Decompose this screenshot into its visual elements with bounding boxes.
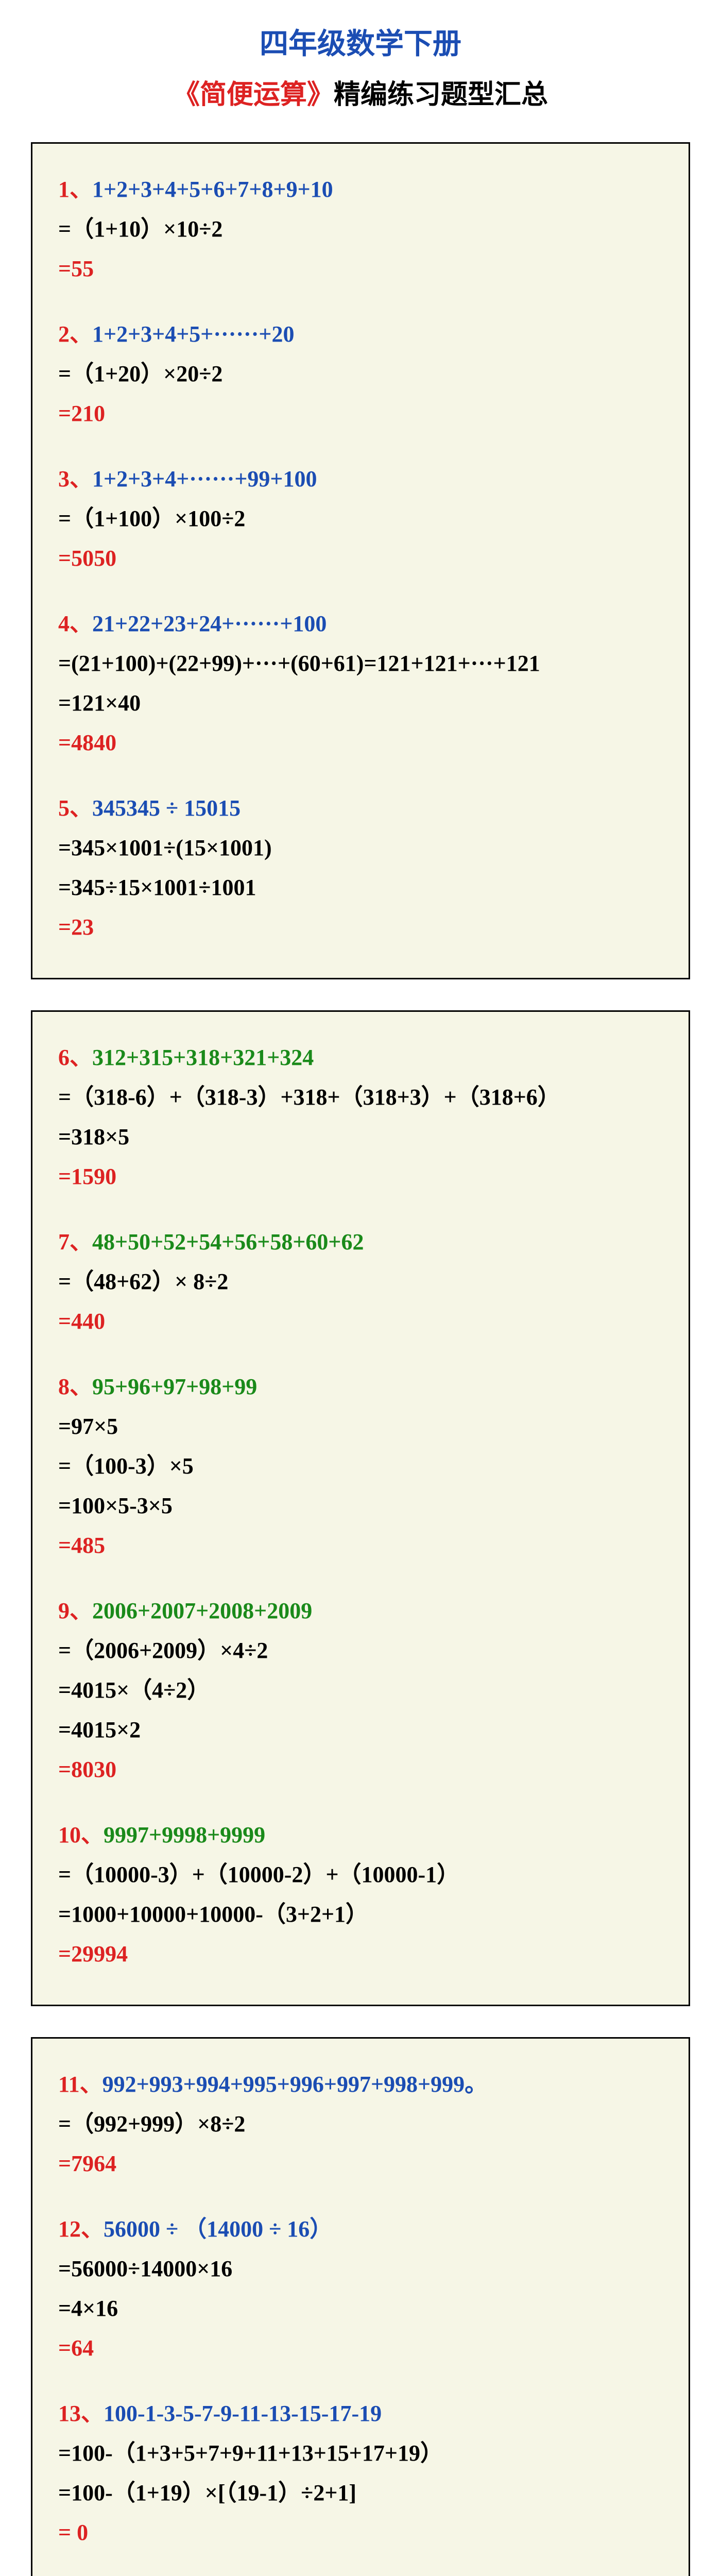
work-step: =（992+999）×8÷2 [58, 2104, 663, 2144]
work-step: =345÷15×1001÷1001 [58, 868, 663, 907]
problem-number: 1、 [58, 177, 92, 202]
problem-number: 3、 [58, 466, 92, 492]
work-step: =318×5 [58, 1117, 663, 1157]
answer: =440 [58, 1301, 663, 1341]
work-step: =（2006+2009）×4÷2 [58, 1631, 663, 1670]
problem-expression: 21+22+23+24+······+100 [92, 611, 327, 636]
problem-expression: 1+2+3+4+······+99+100 [92, 466, 317, 492]
problem-header: 10、9997+9998+9999 [58, 1815, 663, 1855]
problem-header: 12、56000 ÷ （14000 ÷ 16） [58, 2209, 663, 2249]
problem-header: 11、992+993+994+995+996+997+998+999。 [58, 2064, 663, 2104]
problem: 1、1+2+3+4+5+6+7+8+9+10=（1+10）×10÷2=55 [58, 170, 663, 289]
work-step: =100×5-3×5 [58, 1486, 663, 1526]
work-step: =97×5 [58, 1406, 663, 1446]
problem: 7、48+50+52+54+56+58+60+62=（48+62）× 8÷2=4… [58, 1222, 663, 1341]
problem-expression: 992+993+994+995+996+997+998+999。 [102, 2072, 488, 2097]
work-step: =（318-6）+（318-3）+318+（318+3）+（318+6） [58, 1077, 663, 1117]
work-step: =56000÷14000×16 [58, 2249, 663, 2289]
problem-header: 9、2006+2007+2008+2009 [58, 1591, 663, 1631]
problem: 9、2006+2007+2008+2009=（2006+2009）×4÷2=40… [58, 1591, 663, 1789]
problem: 6、312+315+318+321+324=（318-6）+（318-3）+31… [58, 1038, 663, 1196]
problem-expression: 345345 ÷ 15015 [92, 795, 241, 821]
work-step: =（1+20）×20÷2 [58, 354, 663, 394]
answer: =29994 [58, 1934, 663, 1974]
work-step: =4×16 [58, 2289, 663, 2328]
answer: =1590 [58, 1157, 663, 1196]
answer: =64 [58, 2328, 663, 2368]
problem: 8、95+96+97+98+99=97×5=（100-3）×5=100×5-3×… [58, 1367, 663, 1565]
problem-header: 1、1+2+3+4+5+6+7+8+9+10 [58, 170, 663, 209]
problem: 10、9997+9998+9999=（10000-3）+（10000-2）+（1… [58, 1815, 663, 1974]
document-header: 四年级数学下册 《简便运算》精编练习题型汇总 [0, 0, 721, 127]
answer: =7964 [58, 2144, 663, 2183]
problem-number: 10、 [58, 1822, 104, 1848]
answer: =55 [58, 249, 663, 289]
work-step: =345×1001÷(15×1001) [58, 828, 663, 868]
work-step: =(21+100)+(22+99)+···+(60+61)=121+121+··… [58, 643, 663, 683]
work-step: =100-（1+19）×[（19-1）÷2+1] [58, 2473, 663, 2513]
title-line2: 《简便运算》精编练习题型汇总 [0, 73, 721, 111]
problem-expression: 2006+2007+2008+2009 [92, 1598, 312, 1623]
work-step: =（100-3）×5 [58, 1446, 663, 1486]
work-step: =100-（1+3+5+7+9+11+13+15+17+19） [58, 2433, 663, 2473]
work-step: =（1+10）×10÷2 [58, 209, 663, 249]
problem-header: 3、1+2+3+4+······+99+100 [58, 459, 663, 499]
work-step: =4015×（4÷2） [58, 1670, 663, 1710]
problem-number: 11、 [58, 2072, 102, 2097]
work-step: =（10000-3）+（10000-2）+（10000-1） [58, 1855, 663, 1894]
problem-header: 7、48+50+52+54+56+58+60+62 [58, 1222, 663, 1262]
problem-panel: 6、312+315+318+321+324=（318-6）+（318-3）+31… [31, 1010, 690, 2006]
answer: =485 [58, 1526, 663, 1565]
problem-number: 2、 [58, 321, 92, 347]
problem: 11、992+993+994+995+996+997+998+999。=（992… [58, 2064, 663, 2183]
problem-number: 13、 [58, 2401, 104, 2426]
problem-number: 5、 [58, 795, 92, 821]
problem-number: 9、 [58, 1598, 92, 1623]
work-step: =4015×2 [58, 1710, 663, 1750]
problem-header: 4、21+22+23+24+······+100 [58, 604, 663, 643]
problem-header: 13、100-1-3-5-7-9-11-13-15-17-19 [58, 2394, 663, 2433]
work-step: =1000+10000+10000-（3+2+1） [58, 1894, 663, 1934]
problem-expression: 9997+9998+9999 [104, 1822, 265, 1848]
problem-number: 7、 [58, 1229, 92, 1255]
answer: =23 [58, 907, 663, 947]
problem-expression: 312+315+318+321+324 [92, 1045, 314, 1070]
answer: =5050 [58, 538, 663, 578]
problem-number: 8、 [58, 1374, 92, 1399]
answer: =8030 [58, 1750, 663, 1789]
problem-number: 12、 [58, 2216, 104, 2242]
problem-header: 8、95+96+97+98+99 [58, 1367, 663, 1406]
problem-expression: 95+96+97+98+99 [92, 1374, 257, 1399]
problem-header: 6、312+315+318+321+324 [58, 1038, 663, 1077]
problem-panel: 11、992+993+994+995+996+997+998+999。=（992… [31, 2037, 690, 2576]
work-step: =（1+100）×100÷2 [58, 499, 663, 538]
problem: 3、1+2+3+4+······+99+100=（1+100）×100÷2=50… [58, 459, 663, 578]
title-black: 精编练习题型汇总 [334, 80, 548, 110]
problem-panel: 1、1+2+3+4+5+6+7+8+9+10=（1+10）×10÷2=552、1… [31, 142, 690, 979]
problem: 13、100-1-3-5-7-9-11-13-15-17-19=100-（1+3… [58, 2394, 663, 2552]
problem-header: 2、1+2+3+4+5+······+20 [58, 314, 663, 354]
problem: 12、56000 ÷ （14000 ÷ 16）=56000÷14000×16=4… [58, 2209, 663, 2368]
problem-header: 5、345345 ÷ 15015 [58, 788, 663, 828]
problem-expression: 1+2+3+4+5+6+7+8+9+10 [92, 177, 333, 202]
problem-expression: 1+2+3+4+5+······+20 [92, 321, 294, 347]
problem: 5、345345 ÷ 15015=345×1001÷(15×1001)=345÷… [58, 788, 663, 947]
problem-number: 4、 [58, 611, 92, 636]
problem: 2、1+2+3+4+5+······+20=（1+20）×20÷2=210 [58, 314, 663, 433]
problem: 4、21+22+23+24+······+100=(21+100)+(22+99… [58, 604, 663, 762]
title-line1: 四年级数学下册 [0, 21, 721, 62]
title-red: 《简便运算》 [173, 80, 334, 110]
work-step: =（48+62）× 8÷2 [58, 1262, 663, 1301]
work-step: =121×40 [58, 683, 663, 723]
answer: =4840 [58, 723, 663, 762]
problem-expression: 56000 ÷ （14000 ÷ 16） [104, 2216, 332, 2242]
problem-expression: 48+50+52+54+56+58+60+62 [92, 1229, 364, 1255]
problem-expression: 100-1-3-5-7-9-11-13-15-17-19 [104, 2401, 382, 2426]
problem-number: 6、 [58, 1045, 92, 1070]
answer: = 0 [58, 2513, 663, 2552]
answer: =210 [58, 394, 663, 433]
